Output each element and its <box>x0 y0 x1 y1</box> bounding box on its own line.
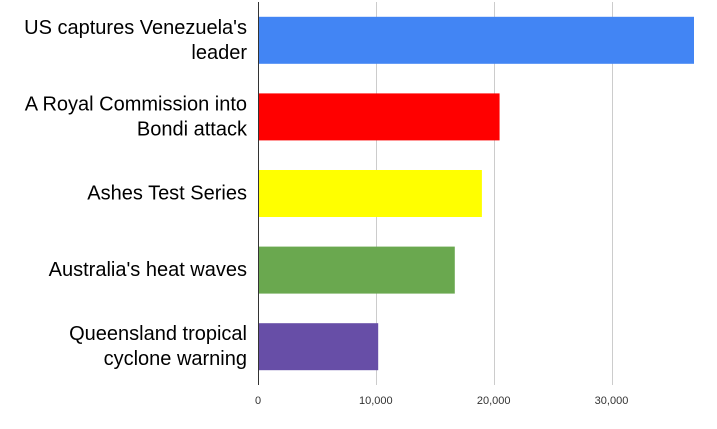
x-tick-label-0: 0 <box>255 395 261 407</box>
x-tick-label-3: 30,000 <box>595 395 629 407</box>
bar-2 <box>258 170 482 217</box>
x-tick-labels: 0 10,000 20,000 30,000 <box>255 395 628 407</box>
category-label-4: Queensland tropical cyclone warning <box>69 323 247 370</box>
category-label-1: A Royal Commission into Bondi attack <box>25 93 248 140</box>
bar-1 <box>258 93 500 141</box>
category-label-4-line-0: Queensland tropical <box>69 323 247 345</box>
category-label-0-line-1: leader <box>191 42 247 64</box>
category-label-0: US captures Venezuela's leader <box>24 17 247 64</box>
category-label-4-line-1: cyclone warning <box>104 348 247 370</box>
category-label-1-line-1: Bondi attack <box>137 118 248 140</box>
bar-4 <box>258 323 379 371</box>
bar-0 <box>258 16 694 64</box>
x-tick-label-1: 10,000 <box>359 395 393 407</box>
category-labels: US captures Venezuela's leader A Royal Com… <box>24 17 248 370</box>
bar-3 <box>258 246 455 294</box>
x-tick-label-2: 20,000 <box>477 395 511 407</box>
bars <box>258 16 694 371</box>
category-label-2-line-0: Ashes Test Series <box>87 183 247 205</box>
category-label-0-line-0: US captures Venezuela's <box>24 17 247 39</box>
category-label-1-line-0: A Royal Commission into <box>25 93 247 115</box>
category-label-3-line-0: Australia's heat waves <box>49 259 247 281</box>
category-label-2: Ashes Test Series <box>87 183 247 205</box>
category-label-3: Australia's heat waves <box>49 259 247 281</box>
